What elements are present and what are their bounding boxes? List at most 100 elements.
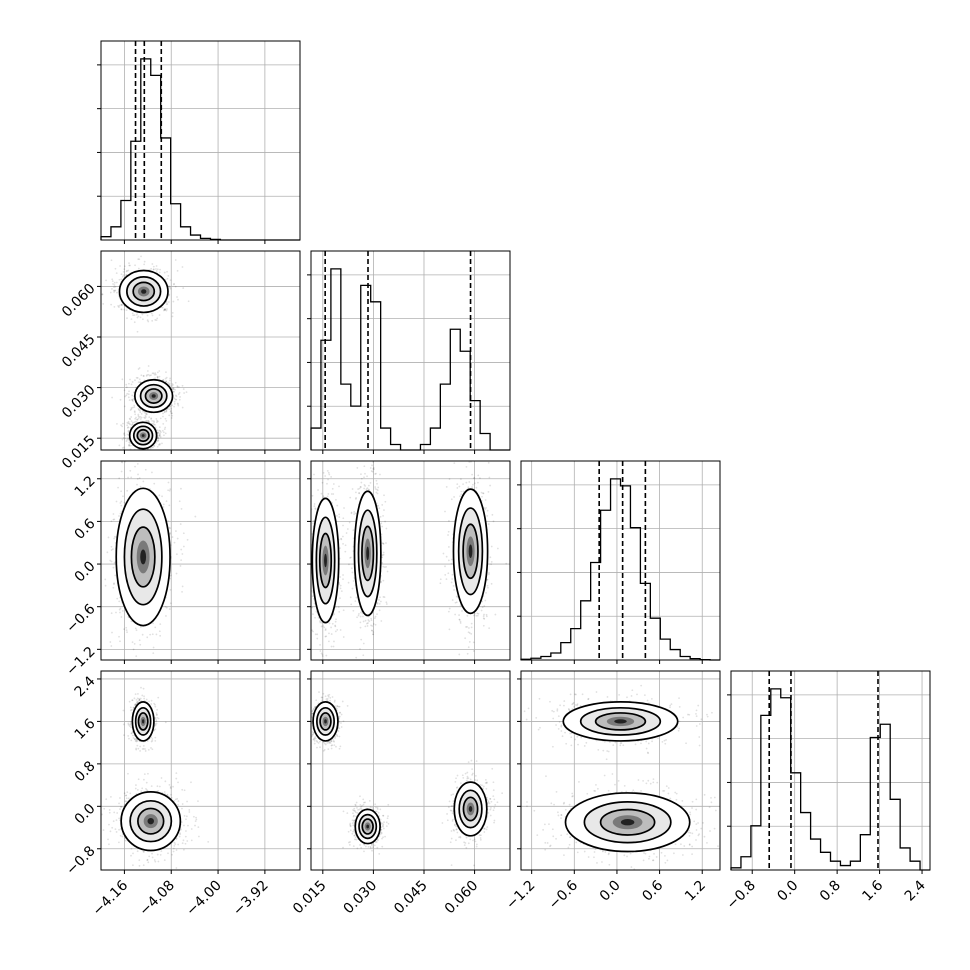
scatter-point (176, 296, 178, 298)
scatter-point (459, 478, 462, 480)
scatter-point (93, 305, 95, 307)
scatter-point (113, 286, 115, 289)
scatter-point (111, 548, 114, 551)
scatter-point (176, 269, 179, 272)
scatter-point (138, 639, 141, 642)
y-tick-label: 0.015 (59, 433, 99, 473)
scatter-point (116, 422, 118, 425)
scatter-point (381, 562, 384, 564)
scatter-point (139, 381, 142, 384)
scatter-point (339, 576, 342, 578)
scatter-point (311, 494, 314, 497)
scatter-point (319, 650, 322, 652)
scatter-point (178, 386, 180, 388)
scatter-point (336, 628, 339, 631)
scatter-point (311, 629, 313, 632)
scatter-point (142, 410, 144, 413)
scatter-point (139, 409, 141, 412)
scatter-point (485, 592, 487, 594)
scatter-point (116, 451, 118, 453)
scatter-point (380, 620, 383, 622)
scatter-point (357, 488, 360, 490)
scatter-point (448, 520, 450, 522)
scatter-point (115, 500, 118, 503)
scatter-point (368, 489, 371, 491)
scatter-point (383, 509, 385, 511)
scatter-point (132, 314, 135, 317)
scatter-point (483, 605, 486, 607)
scatter-point (309, 589, 311, 591)
scatter-point (151, 471, 153, 474)
scatter-point (110, 645, 113, 647)
scatter-point (505, 562, 508, 565)
scatter-point (171, 404, 174, 407)
scatter-point (486, 509, 489, 512)
scatter-point (162, 379, 165, 382)
scatter-point (369, 481, 372, 484)
y-tick-label: 0.0 (72, 558, 99, 585)
scatter-point (330, 626, 333, 629)
scatter-point (113, 582, 115, 585)
scatter-point (338, 611, 341, 613)
scatter-point (138, 258, 141, 261)
scatter-point (181, 585, 184, 588)
scatter-point (163, 308, 166, 311)
scatter-point (136, 483, 138, 486)
scatter-point (303, 518, 305, 520)
scatter-point (458, 614, 460, 616)
scatter-point (128, 249, 130, 251)
contour (123, 508, 163, 606)
scatter-point (372, 461, 375, 463)
scatter-point (135, 241, 137, 243)
scatter-point (156, 268, 159, 271)
scatter-point (173, 390, 175, 393)
scatter-point (322, 625, 324, 627)
scatter-point (343, 507, 345, 509)
scatter-point (334, 606, 337, 609)
scatter-point (169, 588, 172, 591)
scatter-point (328, 632, 330, 635)
scatter-point (133, 642, 136, 645)
scatter-point (376, 489, 379, 492)
scatter-point (138, 454, 140, 456)
scatter-point (370, 629, 373, 632)
scatter-point (155, 319, 158, 321)
scatter-point (169, 602, 172, 605)
scatter-point (454, 601, 457, 604)
scatter-point (356, 616, 358, 619)
scatter-point (152, 652, 155, 654)
scatter-point (445, 555, 448, 558)
scatter-point (371, 625, 374, 627)
scatter-point (158, 434, 161, 437)
scatter-point (131, 381, 134, 383)
scatter-point (113, 561, 116, 564)
scatter-point (146, 319, 149, 322)
scatter-point (138, 367, 141, 369)
scatter-point (169, 488, 172, 491)
panel-content (93, 241, 190, 456)
scatter-point (453, 496, 455, 498)
scatter-point (456, 487, 459, 489)
scatter-point (490, 561, 493, 563)
scatter-point (164, 426, 167, 429)
scatter-point (331, 661, 333, 663)
scatter-point (127, 430, 130, 433)
scatter-point (123, 389, 126, 392)
scatter-point (134, 379, 136, 382)
scatter-point (165, 303, 168, 306)
scatter-point (128, 422, 131, 425)
scatter-point (366, 487, 369, 490)
scatter-point (117, 305, 120, 307)
scatter-point (162, 503, 165, 506)
scatter-point (357, 663, 359, 665)
scatter-point (122, 422, 124, 425)
scatter-point (176, 386, 179, 388)
scatter-point (118, 608, 121, 611)
scatter-point (468, 627, 470, 629)
scatter-point (165, 301, 168, 303)
scatter-point (359, 611, 362, 614)
scatter-point (136, 377, 139, 379)
scatter-point (151, 314, 154, 317)
scatter-point (480, 609, 483, 612)
scatter-point (376, 482, 378, 485)
